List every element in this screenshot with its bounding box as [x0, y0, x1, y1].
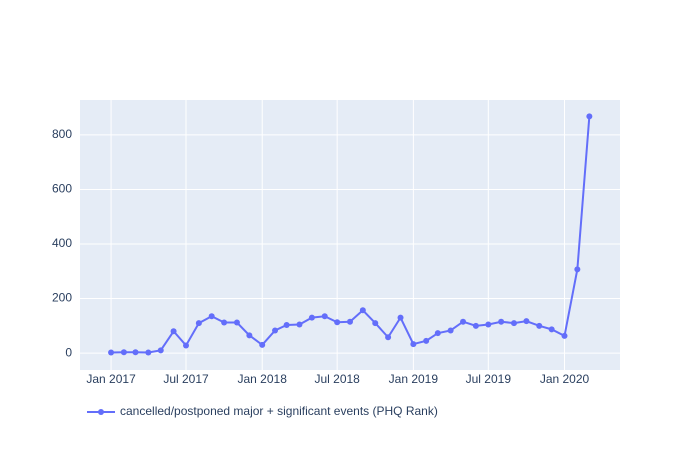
data-point [410, 341, 417, 348]
data-point [183, 342, 190, 349]
data-point [372, 320, 379, 327]
data-point [246, 332, 253, 339]
data-point [233, 319, 240, 326]
data-point [561, 332, 568, 339]
data-point [359, 307, 366, 314]
legend-label: cancelled/postponed major + significant … [120, 404, 438, 418]
data-point [447, 327, 454, 334]
x-tick-label: Jan 2020 [540, 372, 590, 386]
data-point [259, 341, 266, 348]
plot-area [80, 100, 620, 370]
data-point [347, 318, 353, 325]
y-tick-label: 600 [52, 182, 72, 196]
x-tick-label: Jul 2017 [163, 372, 209, 386]
data-point [423, 337, 430, 344]
data-point [548, 326, 555, 333]
data-point [120, 349, 127, 356]
y-tick-label: 0 [65, 345, 72, 359]
data-point [586, 113, 593, 120]
y-tick-label: 200 [52, 291, 72, 305]
data-point [472, 322, 479, 329]
data-point [397, 314, 404, 321]
data-point [574, 266, 581, 273]
data-point [108, 349, 115, 356]
data-point [434, 330, 441, 337]
data-point [510, 320, 517, 327]
y-tick-label: 800 [52, 127, 72, 141]
x-tick-label: Jul 2018 [314, 372, 360, 386]
x-tick-label: Jul 2019 [466, 372, 512, 386]
data-point [536, 322, 543, 329]
data-point [334, 319, 341, 326]
data-point [498, 318, 505, 325]
x-tick-label: Jan 2018 [238, 372, 288, 386]
data-point [321, 313, 328, 320]
data-point [385, 334, 392, 341]
data-point [195, 320, 202, 327]
data-point [523, 318, 530, 325]
y-tick-label: 400 [52, 236, 72, 250]
data-point [485, 321, 492, 328]
legend-marker [98, 409, 104, 415]
data-point [283, 322, 290, 328]
data-point [460, 318, 467, 325]
data-point [208, 313, 215, 320]
data-point [170, 328, 177, 335]
x-tick-label: Jan 2017 [86, 372, 136, 386]
x-tick-label: Jan 2019 [389, 372, 439, 386]
data-point [145, 349, 152, 356]
data-point [132, 349, 139, 356]
data-point [272, 327, 279, 334]
data-point [308, 314, 315, 321]
data-point [221, 319, 228, 326]
data-point [296, 321, 303, 328]
data-point [157, 347, 164, 354]
